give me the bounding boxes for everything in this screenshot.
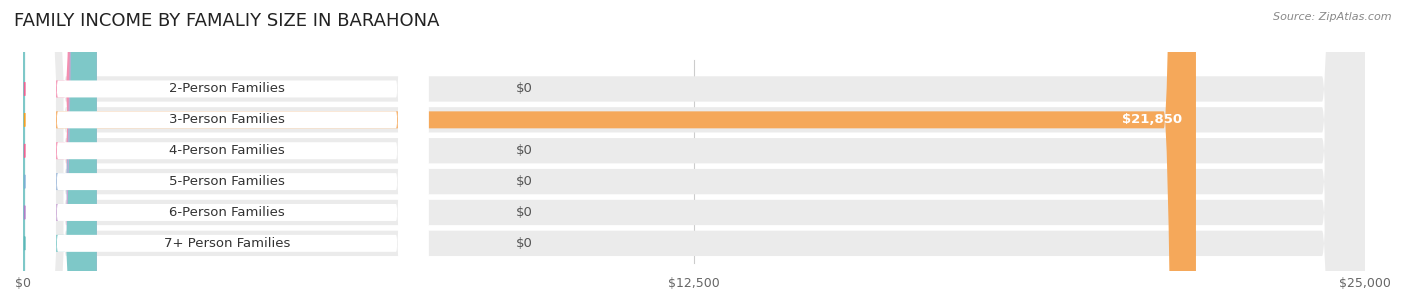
FancyBboxPatch shape — [22, 0, 1197, 305]
Text: $21,850: $21,850 — [1122, 113, 1182, 126]
FancyBboxPatch shape — [25, 0, 429, 305]
FancyBboxPatch shape — [25, 0, 429, 305]
Text: 5-Person Families: 5-Person Families — [169, 175, 285, 188]
Text: FAMILY INCOME BY FAMALIY SIZE IN BARAHONA: FAMILY INCOME BY FAMALIY SIZE IN BARAHON… — [14, 12, 440, 30]
FancyBboxPatch shape — [22, 0, 1365, 305]
FancyBboxPatch shape — [22, 0, 1365, 305]
Text: 7+ Person Families: 7+ Person Families — [165, 237, 290, 250]
FancyBboxPatch shape — [22, 0, 97, 305]
FancyBboxPatch shape — [25, 0, 429, 305]
Text: Source: ZipAtlas.com: Source: ZipAtlas.com — [1274, 12, 1392, 22]
FancyBboxPatch shape — [22, 0, 1365, 305]
Text: 2-Person Families: 2-Person Families — [169, 82, 285, 95]
FancyBboxPatch shape — [25, 0, 429, 305]
FancyBboxPatch shape — [22, 0, 97, 305]
FancyBboxPatch shape — [22, 0, 1365, 305]
FancyBboxPatch shape — [25, 0, 429, 305]
Text: 4-Person Families: 4-Person Families — [169, 144, 285, 157]
Text: $0: $0 — [516, 237, 533, 250]
Text: $0: $0 — [516, 82, 533, 95]
FancyBboxPatch shape — [22, 0, 97, 305]
Text: $0: $0 — [516, 144, 533, 157]
FancyBboxPatch shape — [22, 0, 97, 305]
FancyBboxPatch shape — [22, 0, 97, 305]
FancyBboxPatch shape — [22, 0, 1365, 305]
Text: 3-Person Families: 3-Person Families — [169, 113, 285, 126]
FancyBboxPatch shape — [25, 0, 429, 305]
Text: 6-Person Families: 6-Person Families — [169, 206, 285, 219]
Text: $0: $0 — [516, 206, 533, 219]
Text: $0: $0 — [516, 175, 533, 188]
FancyBboxPatch shape — [22, 0, 1365, 305]
